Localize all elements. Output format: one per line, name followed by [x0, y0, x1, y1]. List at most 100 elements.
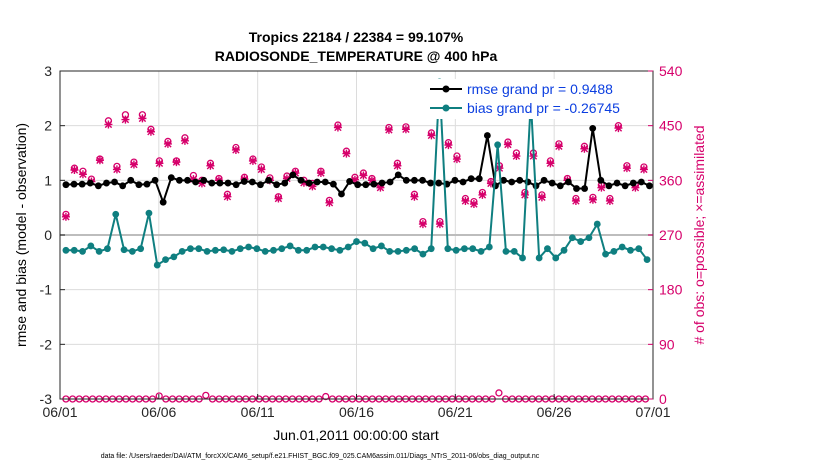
rmse-point	[111, 178, 118, 186]
rmse-point	[354, 181, 362, 189]
rmse-point	[289, 171, 297, 179]
bias-point	[278, 245, 286, 253]
bias-point	[585, 234, 593, 242]
rmse-point	[208, 179, 216, 187]
y-right-tick-label: 540	[659, 63, 683, 79]
bias-point	[236, 245, 244, 253]
rmse-point	[516, 176, 524, 184]
bias-point	[361, 239, 369, 247]
obs-assimilated-point	[146, 127, 155, 136]
rmse-point	[500, 176, 507, 184]
obs-assimilated-point	[197, 179, 206, 188]
obs-assimilated-point	[393, 161, 402, 170]
rmse-point	[248, 178, 256, 186]
legend: rmse grand pr = 0.9488 bias grand pr = -…	[425, 79, 645, 119]
obs-assimilated-point	[61, 212, 70, 221]
bias-point	[286, 242, 294, 250]
obs-assimilated-point	[639, 165, 648, 174]
rmse-point	[329, 180, 337, 188]
obs-assimilated-point	[622, 164, 631, 173]
bias-point	[162, 256, 169, 263]
bias-point	[336, 246, 344, 254]
obs-assimilated-point	[206, 161, 215, 170]
obs-assimilated-point	[486, 179, 495, 188]
bias-point	[344, 243, 352, 251]
y-left-tick-label: -3	[40, 391, 53, 407]
obs-assimilated-point	[308, 182, 317, 191]
y-right-tick-label: 0	[659, 391, 667, 407]
rmse-point	[621, 182, 629, 190]
bias-point	[220, 246, 228, 254]
rmse-point	[394, 171, 402, 179]
obs-assimilated-point	[299, 178, 308, 187]
bias-point	[394, 248, 402, 255]
bias-point	[618, 243, 626, 251]
obs-assimilated-point	[478, 190, 487, 199]
rmse-point	[273, 181, 281, 189]
rmse-point	[184, 176, 191, 184]
rmse-point	[370, 180, 378, 188]
rmse-point	[605, 182, 613, 190]
x-tick-label: 06/11	[241, 404, 275, 420]
bias-point	[311, 243, 319, 251]
bias-point	[353, 238, 360, 245]
bias-point	[444, 245, 452, 253]
rmse-point	[313, 178, 321, 186]
rmse-point	[419, 176, 426, 184]
bias-point	[153, 261, 161, 269]
bias-point	[128, 248, 136, 255]
bias-point	[328, 245, 335, 253]
bias-point	[502, 248, 510, 255]
obs-assimilated-point	[95, 156, 104, 165]
obs-assimilated-point	[342, 149, 351, 158]
bias-point	[369, 245, 377, 253]
rmse-point	[200, 176, 208, 184]
bias-point	[319, 243, 327, 251]
rmse-point	[540, 176, 548, 184]
bias-point	[643, 256, 651, 263]
y-axis-left-ticks: -3 -2 -1 0 1 2 3	[40, 63, 65, 407]
obs-assimilated-point	[418, 220, 427, 229]
obs-assimilated-point	[359, 171, 368, 180]
rmse-point	[151, 176, 159, 184]
bias-point	[402, 246, 410, 254]
bias-point	[261, 248, 269, 255]
obs-assimilated-point	[546, 159, 555, 168]
bias-point	[228, 248, 236, 255]
rmse-point	[297, 176, 305, 184]
rmse-point	[143, 180, 151, 188]
bias-point	[494, 141, 502, 149]
obs-assimilated-point	[537, 193, 546, 202]
bias-point	[427, 245, 435, 253]
obs-assimilated-point	[444, 141, 453, 150]
rmse-point	[589, 124, 597, 132]
rmse-point	[475, 175, 483, 183]
bias-point	[485, 243, 493, 251]
y-right-tick-label: 270	[659, 227, 683, 243]
rmse-point	[127, 176, 135, 184]
obs-assimilated-point	[121, 115, 130, 124]
rmse-point	[581, 185, 589, 192]
bias-point	[178, 248, 186, 255]
rmse-point	[467, 175, 475, 183]
rmse-point	[508, 178, 516, 186]
rmse-point	[257, 181, 264, 189]
obs-assimilated-point	[605, 196, 614, 205]
bias-point	[635, 245, 643, 253]
rmse-point	[427, 179, 435, 187]
rmse-point	[435, 179, 443, 187]
y-right-tick-label: 360	[659, 172, 683, 188]
bias-point	[62, 246, 70, 254]
y-left-tick-label: -1	[40, 282, 53, 298]
bias-point	[270, 246, 277, 254]
obs-assimilated-point	[172, 158, 181, 167]
obs-assimilated-point	[597, 183, 606, 192]
obs-assimilated-point	[155, 159, 164, 168]
rmse-point	[362, 181, 370, 189]
series-rmse	[62, 124, 653, 206]
rmse-point	[402, 176, 410, 184]
rmse-point	[159, 198, 167, 206]
bias-point	[452, 246, 460, 254]
obs-assimilated-point	[512, 152, 521, 161]
